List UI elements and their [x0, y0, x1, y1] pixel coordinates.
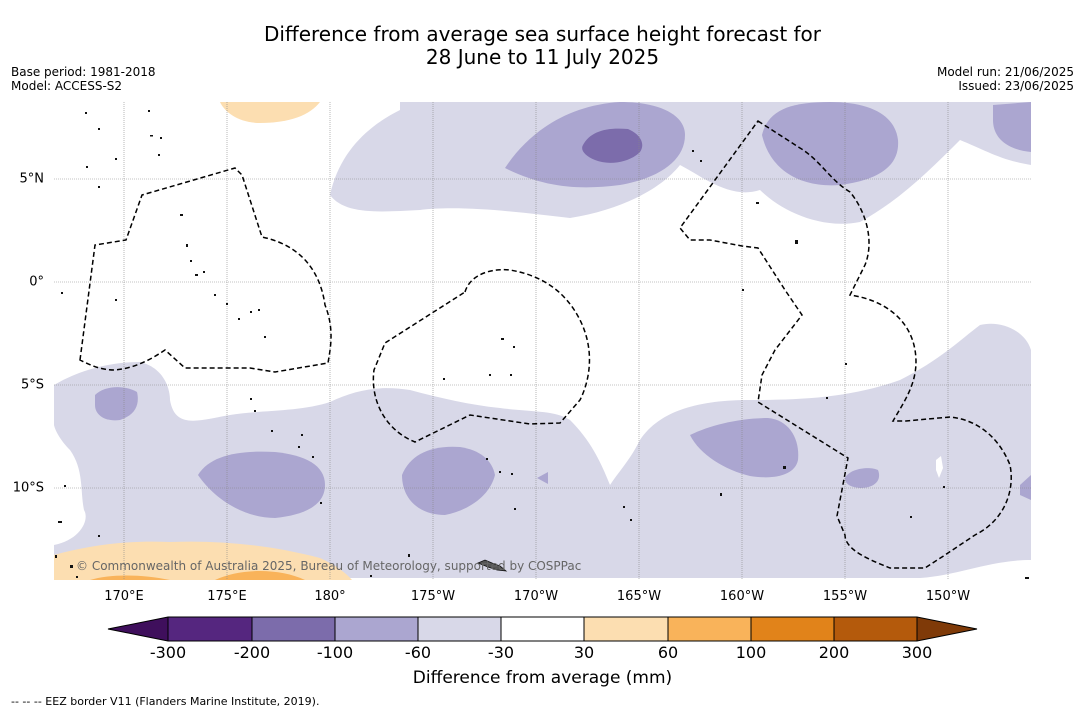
- map-panel: © Commonwealth of Australia 2025, Bureau…: [54, 102, 1031, 580]
- lon-tick-label: 160°W: [719, 589, 765, 604]
- anomaly-positive-north: [220, 102, 320, 123]
- graticule: [54, 102, 1031, 580]
- lon-tick-label: 165°W: [616, 589, 662, 604]
- model-text: Model: ACCESS-S2: [11, 79, 123, 93]
- eez-border-east: [679, 119, 1012, 569]
- colorbar-segment: [418, 617, 501, 641]
- base-period-text: Base period: 1981-2018: [11, 65, 156, 79]
- colorbar-label: 100: [735, 643, 767, 662]
- colorbar-segment: [168, 617, 252, 641]
- eez-footnote: -- -- -- EEZ border V11 (Flanders Marine…: [11, 695, 320, 708]
- colorbar-segment: [501, 617, 584, 641]
- lon-tick-label: 150°W: [925, 589, 971, 604]
- eez-border-west: [79, 167, 332, 373]
- lon-tick-label: 170°E: [104, 589, 144, 604]
- eez-border-central: [372, 268, 591, 443]
- anomaly-south-mid-2: [198, 451, 325, 518]
- colorbar-segment: [751, 617, 834, 641]
- metadata-left: Base period: 1981-2018 Model: ACCESS-S2: [11, 65, 156, 93]
- anomaly-south-mid-4: [690, 418, 799, 478]
- anomaly-south-mid-6: [1020, 475, 1031, 500]
- colorbar-title: Difference from average (mm): [412, 668, 673, 688]
- lat-tick-label: 0°: [29, 274, 44, 290]
- colorbar: [107, 616, 978, 642]
- colorbar-label: -30: [487, 643, 515, 662]
- colorbar-label: 60: [657, 643, 679, 662]
- metadata-right: Model run: 21/06/2025 Issued: 23/06/2025: [937, 65, 1074, 93]
- colorbar-segment: [668, 617, 751, 641]
- colorbar-extend-max: [917, 617, 977, 641]
- island-white-patch: [936, 456, 943, 478]
- lon-tick-label: 175°E: [207, 589, 247, 604]
- anomaly-south-light: [54, 323, 1031, 578]
- model-run-text: Model run: 21/06/2025: [936, 65, 1074, 79]
- anomaly-south-mid-7: [537, 472, 548, 484]
- lat-tick-label: 5°N: [19, 171, 45, 187]
- colorbar-label: -100: [316, 643, 354, 662]
- eez-borders: [79, 119, 1012, 569]
- lat-tick-label: 10°S: [12, 480, 44, 496]
- anomaly-north-dark: [582, 128, 643, 163]
- map-title-line-2: 28 June to 11 July 2025: [425, 45, 660, 69]
- colorbar-segment: [335, 617, 418, 641]
- map-title-line-1: Difference from average sea surface heig…: [263, 22, 822, 46]
- anomaly-south-mid-3: [402, 446, 495, 515]
- lon-tick-label: 155°W: [822, 589, 868, 604]
- colorbar-label: -200: [233, 643, 271, 662]
- colorbar-segment: [584, 617, 668, 641]
- colorbar-label: 200: [818, 643, 850, 662]
- anomaly-positive-south-mid: [90, 571, 305, 580]
- colorbar-extend-min: [108, 617, 168, 641]
- anomaly-north-mid-2: [762, 102, 899, 186]
- copyright-text: © Commonwealth of Australia 2025, Bureau…: [76, 559, 581, 573]
- colorbar-label: -60: [404, 643, 432, 662]
- anomaly-positive-south: [54, 541, 352, 580]
- anomaly-south-mid-5: [845, 468, 880, 488]
- colorbar-label: -300: [149, 643, 187, 662]
- colorbar-segment: [252, 617, 335, 641]
- colorbar-segment: [834, 617, 917, 641]
- colorbar-label: 300: [901, 643, 933, 662]
- lon-tick-label: 175°W: [410, 589, 456, 604]
- anomaly-north-mid-3: [993, 102, 1031, 152]
- lat-tick-label: 5°S: [20, 377, 44, 393]
- colorbar-label: 30: [573, 643, 595, 662]
- anomaly-south-mid-1: [95, 387, 138, 421]
- issued-text: Issued: 23/06/2025: [958, 79, 1074, 93]
- lon-tick-label: 180°: [314, 589, 346, 604]
- lon-tick-label: 170°W: [513, 589, 559, 604]
- islands: [55, 110, 1029, 579]
- island-polygon: [476, 559, 508, 572]
